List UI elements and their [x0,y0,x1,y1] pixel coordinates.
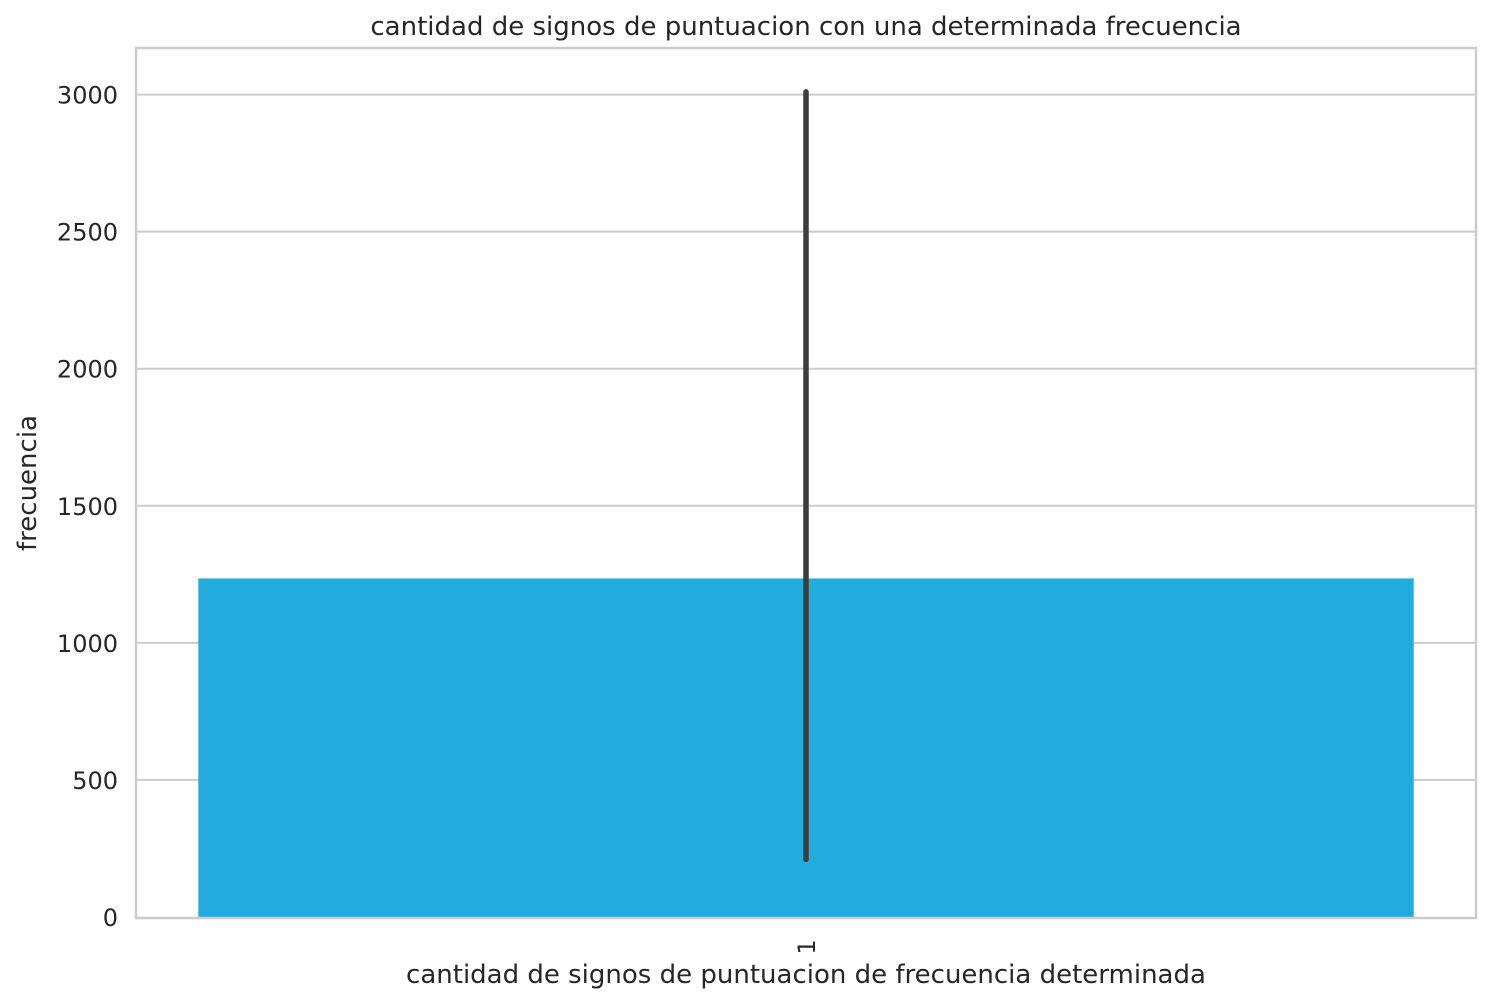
y-tick-label: 2000 [57,356,118,384]
x-axis-label: cantidad de signos de puntuacion de frec… [406,960,1206,990]
plot-border [134,46,1478,920]
y-tick-label: 1500 [57,493,118,521]
chart-title: cantidad de signos de puntuacion con una… [370,12,1241,42]
y-tick-labels: 0 500 1000 1500 2000 2500 3000 [57,82,118,932]
y-tick-label: 3000 [57,82,118,110]
x-tick-label: 1 [793,939,821,954]
plot-frame [134,46,1478,920]
y-axis-label: frecuencia [13,415,43,551]
y-tick-label: 1000 [57,630,118,658]
y-tick-label: 500 [72,767,118,795]
y-tick-label: 0 [103,904,118,932]
x-tick-labels: 1 [793,939,821,954]
y-tick-label: 2500 [57,219,118,247]
